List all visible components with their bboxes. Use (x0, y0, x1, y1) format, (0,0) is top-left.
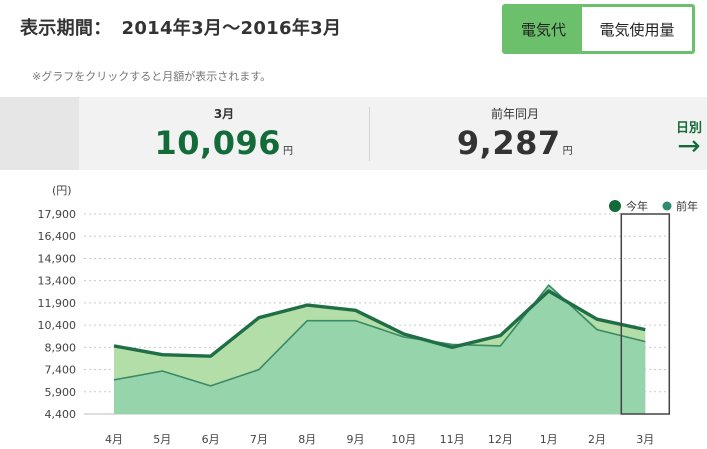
selection-layer (620, 213, 671, 415)
previous-year-value: 9,287 (456, 124, 561, 162)
last-year-line (113, 284, 646, 387)
metric-toggle: 電気代 電気使用量 (502, 4, 695, 54)
period-label: 表示期間： (20, 18, 112, 39)
x-tick-label: 1月 (540, 433, 558, 446)
series-lines (113, 284, 646, 387)
x-tick-label: 10月 (391, 433, 416, 446)
y-tick-label: 8,900 (45, 341, 77, 354)
y-tick-label: 16,400 (38, 230, 77, 243)
y-tick-label: 5,900 (45, 386, 77, 399)
y-tick-label: 10,400 (38, 319, 77, 332)
summary-left-spacer (0, 97, 79, 170)
x-tick-label: 4月 (105, 433, 123, 446)
x-tick-label: 12月 (488, 433, 513, 446)
current-month-label: 3月 (213, 107, 235, 121)
legend-this-year-label: 今年 (626, 199, 648, 213)
previous-year-summary: 前年同月 9,287 円 (370, 105, 660, 162)
arrow-right-icon: → (677, 129, 701, 162)
y-tick-label: 14,900 (38, 252, 77, 265)
x-tick-label: 9月 (347, 433, 365, 446)
daily-view-link[interactable]: 日別 → (672, 117, 706, 162)
x-tick-label: 3月 (636, 433, 654, 446)
electricity-usage-toggle[interactable]: 電気使用量 (599, 20, 675, 39)
legend-last-year-label: 前年 (676, 199, 698, 213)
x-tick-label: 8月 (298, 433, 316, 446)
summary-divider (369, 107, 370, 161)
period-display: 表示期間： 2014年3月〜2016年3月 (20, 14, 341, 40)
electricity-cost-toggle[interactable]: 電気代 (505, 7, 582, 51)
current-month-unit: 円 (282, 146, 294, 157)
previous-year-unit: 円 (562, 146, 574, 157)
x-tick-label: 2月 (588, 433, 606, 446)
y-tick-label: 7,400 (45, 364, 77, 377)
period-value: 2014年3月〜2016年3月 (121, 18, 342, 39)
selected-month-highlight[interactable] (620, 213, 671, 415)
this-year-line (113, 289, 646, 358)
y-tick-label: 11,900 (38, 297, 77, 310)
x-tick-label: 6月 (202, 433, 220, 446)
last-year-area (114, 285, 646, 414)
legend-last-year-dot (662, 201, 672, 211)
area-fills (114, 285, 646, 414)
y-axis-label: (円) (52, 184, 72, 197)
current-month-value: 10,096 (154, 124, 281, 162)
y-tick-label: 4,400 (45, 408, 77, 421)
legend-this-year-dot (609, 200, 621, 212)
x-tick-label: 7月 (250, 433, 268, 446)
x-tick-label: 5月 (153, 433, 171, 446)
current-month-summary: 3月 10,096 円 (79, 105, 369, 162)
monthly-cost-chart[interactable]: (円) 17,900 16,400 14,900 13,400 11,900 10,400 8… (0, 170, 707, 449)
click-hint-note: ※グラフをクリックすると月額が表示されます。 (32, 70, 272, 83)
axis-labels: (円) 17,900 16,400 14,900 13,400 11,900 10,400 8… (38, 184, 655, 446)
y-tick-label: 13,400 (38, 275, 77, 288)
daily-view-label: 日別 (675, 121, 702, 136)
summary-panel: 3月 10,096 円 前年同月 9,287 円 日別 → (0, 97, 707, 170)
y-tick-label: 17,900 (38, 208, 77, 221)
x-tick-label: 11月 (440, 433, 465, 446)
previous-year-label: 前年同月 (490, 107, 539, 121)
legend: 今年 前年 (609, 199, 698, 213)
